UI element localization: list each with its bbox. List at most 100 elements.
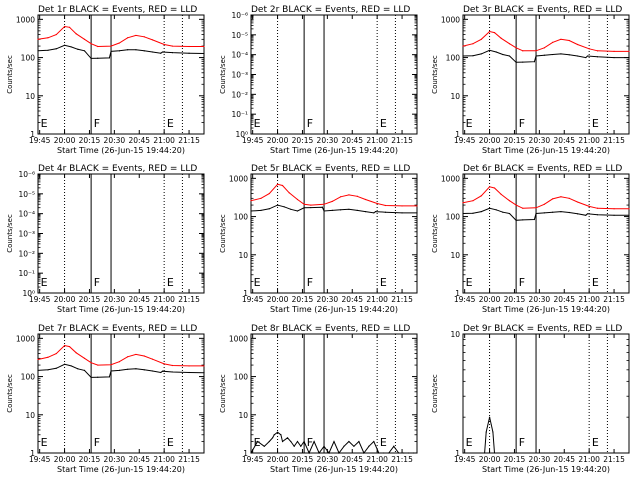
panel-title: Det 7r BLACK = Events, RED = LLD [38, 324, 197, 334]
x-tick-label: 20:00 [479, 136, 501, 145]
point-events [416, 452, 418, 454]
series-events [462, 207, 629, 221]
point-events [293, 445, 295, 447]
panel-title: Det 1r BLACK = Events, RED = LLD [38, 5, 197, 15]
plot-frame [37, 333, 205, 454]
x-tick-label: 21:00 [578, 455, 600, 464]
point-events [338, 452, 340, 454]
y-tick-label: 10⁻⁶ [18, 170, 35, 179]
x-tick-label: 20:45 [128, 455, 150, 464]
point-lld [163, 43, 165, 46]
point-events [83, 369, 86, 372]
point-lld [37, 358, 39, 361]
point-lld [543, 47, 545, 49]
point-lld [55, 33, 57, 36]
y-tick-label: 10⁻⁴ [18, 210, 35, 219]
point-events [374, 210, 377, 213]
point-lld [276, 183, 279, 185]
x-tick-label: 20:30 [104, 136, 126, 145]
point-lld [462, 202, 464, 204]
point-events [585, 56, 587, 59]
point-events [37, 50, 39, 52]
point-lld [522, 50, 524, 52]
point-lld [493, 187, 496, 189]
point-events [83, 50, 86, 52]
y-tick-label: 1000 [16, 15, 35, 24]
point-lld [331, 200, 333, 202]
x-tick-label: 20:30 [529, 136, 551, 145]
x-tick-label: 20:45 [128, 136, 150, 145]
point-events [286, 437, 289, 439]
x-axis-label: Start Time (26-Jun-15 19:44:20) [57, 305, 185, 314]
point-events [358, 440, 360, 443]
y-tick-label: 10⁻⁵ [18, 190, 35, 199]
point-events [488, 416, 491, 418]
point-lld [560, 38, 562, 40]
x-tick-label: 20:15 [79, 455, 101, 464]
point-events [568, 211, 570, 214]
y-axis-label: Counts/sec [6, 214, 14, 253]
y-axis-label: Counts/sec [6, 55, 14, 94]
point-lld [613, 50, 615, 53]
x-tick-label: 21:15 [603, 136, 625, 145]
y-tick-label: 1 [455, 130, 460, 139]
marker-e: E [254, 276, 261, 289]
y-tick-label: 10 [238, 251, 248, 260]
plot-frame [462, 333, 630, 454]
point-events [310, 206, 312, 209]
point-events [383, 452, 385, 454]
x-tick-label: 19:45 [242, 295, 264, 304]
point-lld [281, 184, 284, 187]
y-axis-label: Counts/sec [431, 55, 439, 94]
point-lld [97, 45, 99, 48]
x-tick-label: 19:45 [454, 455, 476, 464]
point-events [160, 52, 162, 54]
point-events [398, 452, 400, 454]
x-tick-label: 21:15 [178, 136, 200, 145]
panel-title: Det 9r BLACK = Events, RED = LLD [463, 324, 622, 334]
y-axis-label: Counts/sec [431, 214, 439, 253]
point-events [47, 369, 49, 371]
x-tick-label: 20:00 [54, 136, 76, 145]
point-events [388, 452, 390, 454]
point-events [472, 55, 474, 57]
point-lld [47, 356, 49, 358]
point-lld [188, 365, 190, 367]
point-events [37, 369, 39, 372]
x-tick-label: 20:45 [553, 136, 575, 145]
point-lld [288, 192, 290, 194]
y-axis-label: Counts/sec [219, 374, 227, 413]
series-events [37, 44, 205, 59]
point-events [127, 49, 129, 51]
point-events [276, 431, 279, 433]
x-tick-label: 20:30 [317, 295, 339, 304]
y-tick-label: 10 [450, 330, 460, 339]
x-tick-label: 20:15 [292, 455, 314, 464]
point-events [586, 213, 589, 215]
x-tick-label: 21:00 [153, 295, 175, 304]
point-events [290, 208, 292, 210]
x-tick-label: 20:00 [267, 455, 289, 464]
x-tick-label: 20:45 [553, 295, 575, 304]
y-tick-label: 10 [25, 411, 35, 420]
y-tick-label: 10⁻² [18, 249, 35, 258]
point-lld [75, 352, 77, 354]
x-axis-label: Start Time (26-Jun-15 19:44:20) [482, 305, 610, 314]
y-tick-label: 10 [238, 411, 248, 420]
y-tick-label: 1000 [441, 15, 460, 24]
point-events [203, 372, 205, 374]
point-lld [472, 43, 474, 45]
point-events [280, 434, 282, 436]
point-lld [135, 34, 137, 37]
point-lld [384, 204, 387, 207]
point-events [323, 445, 325, 447]
point-events [628, 56, 630, 59]
point-events [161, 51, 164, 53]
x-tick-label: 21:15 [178, 455, 200, 464]
x-tick-label: 20:00 [267, 136, 289, 145]
series-lld [37, 344, 204, 367]
